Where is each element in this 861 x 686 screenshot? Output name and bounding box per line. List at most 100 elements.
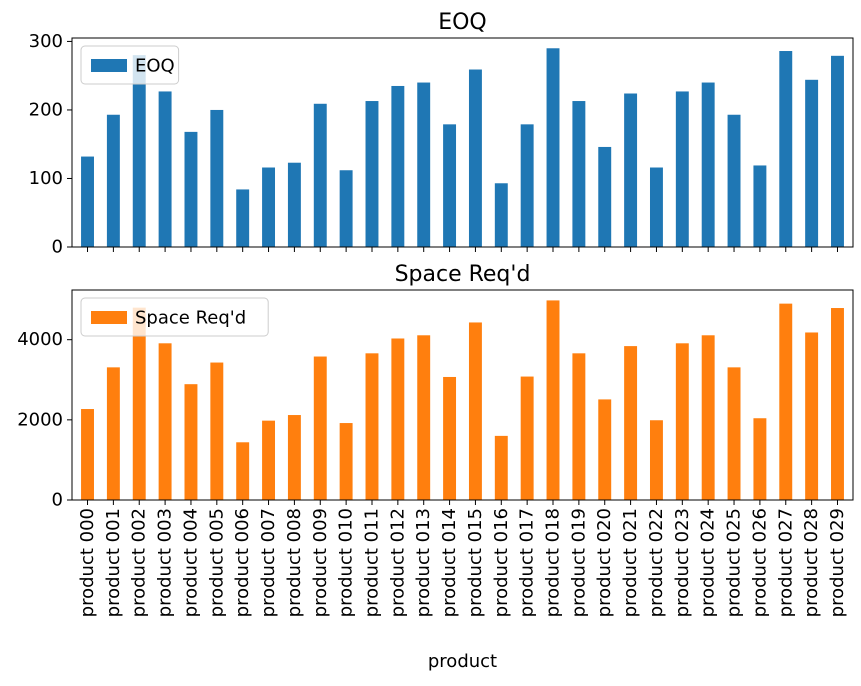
bar	[391, 338, 405, 500]
bar	[494, 183, 508, 247]
y-tick-label: 300	[29, 31, 63, 52]
bar	[287, 415, 301, 500]
bar	[831, 308, 844, 500]
bar	[132, 307, 146, 500]
legend-swatch	[91, 311, 127, 324]
bar	[158, 91, 172, 247]
bar	[210, 362, 224, 500]
y-tick-label: 0	[52, 490, 63, 511]
bar	[417, 82, 431, 247]
bar	[391, 85, 405, 247]
x-axis-label: product	[428, 651, 497, 672]
bar	[598, 146, 612, 247]
bar	[262, 420, 276, 500]
x-tick-label: product 006	[232, 508, 253, 617]
bar	[753, 418, 767, 500]
x-tick-label: product 018	[543, 508, 564, 617]
bar	[210, 109, 224, 247]
bar	[106, 367, 120, 500]
x-tick-label: product 015	[465, 508, 486, 617]
bar	[649, 420, 663, 500]
bar	[184, 384, 198, 500]
x-tick-label: product 022	[646, 508, 667, 617]
bar	[81, 409, 94, 500]
x-tick-label: product 020	[594, 508, 615, 617]
bar	[675, 91, 689, 247]
bar	[236, 189, 250, 247]
plot-frame	[71, 289, 854, 501]
bar	[236, 442, 250, 500]
chart-title: EOQ	[438, 10, 487, 35]
x-tick-label: product 003	[155, 508, 176, 617]
x-tick-label: product 028	[801, 508, 822, 617]
bar	[624, 93, 638, 247]
y-tick-label: 100	[29, 168, 63, 189]
bar	[468, 69, 482, 248]
bar	[701, 82, 715, 247]
x-tick-label: product 025	[724, 508, 745, 617]
bar	[727, 367, 741, 500]
x-tick-label: product 012	[387, 508, 408, 617]
x-tick-label: product 024	[698, 508, 719, 617]
bar	[624, 346, 638, 500]
x-tick-label: product 005	[206, 508, 227, 617]
bar	[701, 335, 715, 500]
bar	[546, 300, 560, 500]
x-tick-label: product 011	[361, 508, 382, 617]
x-tick-label: product 002	[129, 508, 150, 617]
bar	[572, 353, 586, 500]
bar	[417, 335, 431, 500]
chart-title: Space Req'd	[395, 262, 531, 287]
y-tick-label: 200	[29, 99, 63, 120]
x-tick-label: product 026	[749, 508, 770, 617]
bar	[520, 124, 534, 247]
x-tick-label: product 004	[180, 508, 201, 617]
bar	[443, 376, 457, 500]
bar	[805, 332, 819, 500]
bar	[520, 376, 534, 500]
x-tick-label: product 019	[568, 508, 589, 617]
x-tick-label: product 001	[103, 508, 124, 617]
bar	[727, 114, 741, 247]
bar	[546, 48, 560, 247]
x-tick-label: product 007	[258, 508, 279, 617]
x-tick-label: product 010	[336, 508, 357, 617]
x-tick-label: product 023	[672, 508, 693, 617]
legend-box	[80, 45, 180, 85]
legend: EOQ	[80, 45, 180, 85]
legend-swatch	[91, 59, 127, 72]
x-tick-label: product 008	[284, 508, 305, 617]
bar	[287, 162, 301, 247]
bar	[365, 353, 379, 500]
bar	[106, 114, 120, 247]
legend-label: EOQ	[135, 56, 175, 77]
bar	[313, 356, 327, 500]
bar	[494, 435, 508, 500]
y-tick-label: 2000	[17, 409, 63, 430]
bar	[443, 124, 457, 247]
x-tick-label: product 013	[413, 508, 434, 617]
bar	[365, 101, 379, 247]
bar	[779, 303, 793, 500]
bar	[339, 170, 353, 247]
chart-panel-1: 0 100 200 300 EOQ EOQ	[29, 10, 854, 258]
x-tick-label: product 014	[439, 508, 460, 617]
bar	[339, 423, 353, 500]
bar	[572, 101, 586, 247]
bar	[132, 55, 146, 247]
x-tick-label: product 000	[77, 508, 98, 617]
bar	[779, 51, 793, 247]
bar	[753, 165, 767, 247]
y-tick-label: 0	[52, 237, 63, 258]
bar	[649, 167, 663, 247]
x-tick-label: product 029	[827, 508, 848, 617]
bar	[262, 167, 276, 247]
legend: Space Req'd	[80, 297, 269, 337]
x-tick-label: product 016	[491, 508, 512, 617]
bar	[805, 79, 819, 247]
legend-label: Space Req'd	[135, 308, 246, 329]
bar	[598, 399, 612, 500]
